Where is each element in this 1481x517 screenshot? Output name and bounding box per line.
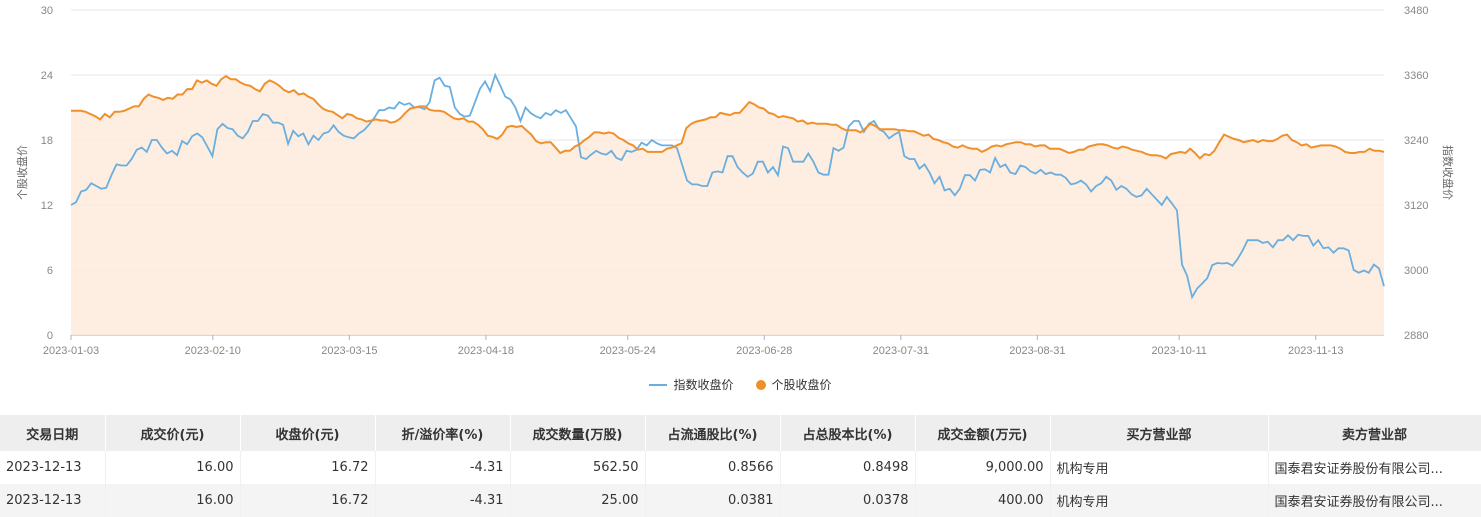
header-seller: 卖方营业部 bbox=[1268, 415, 1481, 451]
chart-container: 0 2880 6 3000 12 3120 18 3240 24 3360 30 3480 个股收盘价指… bbox=[0, 5, 1481, 393]
y-left-tick-label: 6 bbox=[47, 265, 53, 277]
cell-float-ratio: 0.0381 bbox=[645, 484, 781, 517]
header-float-ratio: 占流通股比(%) bbox=[645, 415, 781, 451]
x-tick-label: 2023-11-13 bbox=[1288, 345, 1343, 357]
stock-close-line bbox=[71, 74, 1385, 160]
x-tick-label: 2023-05-24 bbox=[600, 345, 656, 357]
cell-close-price: 16.72 bbox=[240, 451, 376, 484]
block-trade-table: 交易日期 成交价(元) 收盘价(元) 折/溢价率(%) 成交数量(万股) 占流通… bbox=[0, 415, 1481, 517]
cell-premium-rate: -4.31 bbox=[375, 451, 511, 484]
legend-line-icon bbox=[649, 383, 668, 386]
y-right-tick-label: 3480 bbox=[1404, 5, 1428, 17]
y-left-tick-label: 30 bbox=[41, 5, 53, 17]
x-tick-label: 2023-06-28 bbox=[736, 345, 792, 357]
cell-total-ratio: 0.0378 bbox=[780, 484, 916, 517]
cell-volume: 562.50 bbox=[510, 451, 646, 484]
cell-total-ratio: 0.8498 bbox=[780, 451, 916, 484]
y-right-tick-label: 3000 bbox=[1404, 265, 1428, 277]
x-tick-label: 2023-04-18 bbox=[458, 345, 514, 357]
header-amount: 成交金额(万元) bbox=[915, 415, 1051, 451]
cell-amount: 400.00 bbox=[915, 484, 1051, 517]
legend-item-stock[interactable]: 个股收盘价 bbox=[755, 376, 832, 393]
price-chart: 0 2880 6 3000 12 3120 18 3240 24 3360 30 3480 个股收盘价 指… bbox=[15, 5, 1455, 357]
y-left-axis-title: 个股收盘价 bbox=[15, 145, 29, 200]
y-right-tick-label: 3120 bbox=[1404, 200, 1428, 212]
cell-buyer: 机构专用 bbox=[1050, 451, 1269, 484]
header-deal-price: 成交价(元) bbox=[105, 415, 241, 451]
cell-float-ratio: 0.8566 bbox=[645, 451, 781, 484]
x-tick-label: 2023-02-10 bbox=[185, 345, 241, 357]
y-right-tick-label: 3240 bbox=[1404, 135, 1428, 147]
y-right-tick-label: 2880 bbox=[1404, 330, 1428, 342]
cell-deal-price: 16.00 bbox=[105, 451, 241, 484]
x-tick-label: 2023-07-31 bbox=[873, 345, 929, 357]
index-close-line bbox=[70, 72, 1385, 300]
header-close-price: 收盘价(元) bbox=[240, 415, 376, 451]
legend-label-index: 指数收盘价 bbox=[673, 378, 734, 392]
x-tick-label: 2023-10-11 bbox=[1151, 345, 1206, 357]
legend-item-index[interactable]: 指数收盘价 bbox=[649, 376, 734, 393]
cell-trade-date: 2023-12-13 bbox=[0, 451, 106, 484]
table-header-row: 交易日期 成交价(元) 收盘价(元) 折/溢价率(%) 成交数量(万股) 占流通… bbox=[0, 415, 1481, 451]
y-right-tick-label: 3360 bbox=[1404, 70, 1428, 82]
stock-area-fill bbox=[71, 76, 1384, 335]
cell-seller[interactable]: 国泰君安证券股份有限公司... bbox=[1268, 484, 1481, 517]
cell-seller[interactable]: 国泰君安证券股份有限公司... bbox=[1268, 451, 1481, 484]
x-tick-label: 2023-08-31 bbox=[1009, 345, 1065, 357]
header-total-ratio: 占总股本比(%) bbox=[780, 415, 916, 451]
y-left-tick-label: 24 bbox=[41, 70, 53, 82]
y-left-tick-label: 0 bbox=[47, 330, 53, 342]
table-row: 2023-12-13 16.00 16.72 -4.31 562.50 0.85… bbox=[0, 451, 1481, 484]
table-row: 2023-12-13 16.00 16.72 -4.31 25.00 0.038… bbox=[0, 484, 1481, 517]
chart-legend: 指数收盘价 个股收盘价 bbox=[0, 376, 1481, 393]
x-tick-label: 2023-01-03 bbox=[43, 345, 99, 357]
header-volume: 成交数量(万股) bbox=[510, 415, 646, 451]
header-trade-date: 交易日期 bbox=[0, 415, 106, 451]
cell-deal-price: 16.00 bbox=[105, 484, 241, 517]
cell-premium-rate: -4.31 bbox=[375, 484, 511, 517]
cell-trade-date: 2023-12-13 bbox=[0, 484, 106, 517]
cell-amount: 9,000.00 bbox=[915, 451, 1051, 484]
legend-dot-icon bbox=[755, 379, 766, 390]
cell-close-price: 16.72 bbox=[240, 484, 376, 517]
x-tick-label: 2023-03-15 bbox=[321, 345, 377, 357]
y-left-tick-label: 18 bbox=[41, 135, 53, 147]
header-buyer: 买方营业部 bbox=[1050, 415, 1269, 451]
cell-volume: 25.00 bbox=[510, 484, 646, 517]
cell-buyer: 机构专用 bbox=[1050, 484, 1269, 517]
y-right-axis-title: 指数收盘价 bbox=[1441, 145, 1455, 200]
y-left-tick-label: 12 bbox=[41, 200, 53, 212]
legend-label-stock: 个股收盘价 bbox=[771, 378, 832, 392]
header-premium-rate: 折/溢价率(%) bbox=[375, 415, 511, 451]
